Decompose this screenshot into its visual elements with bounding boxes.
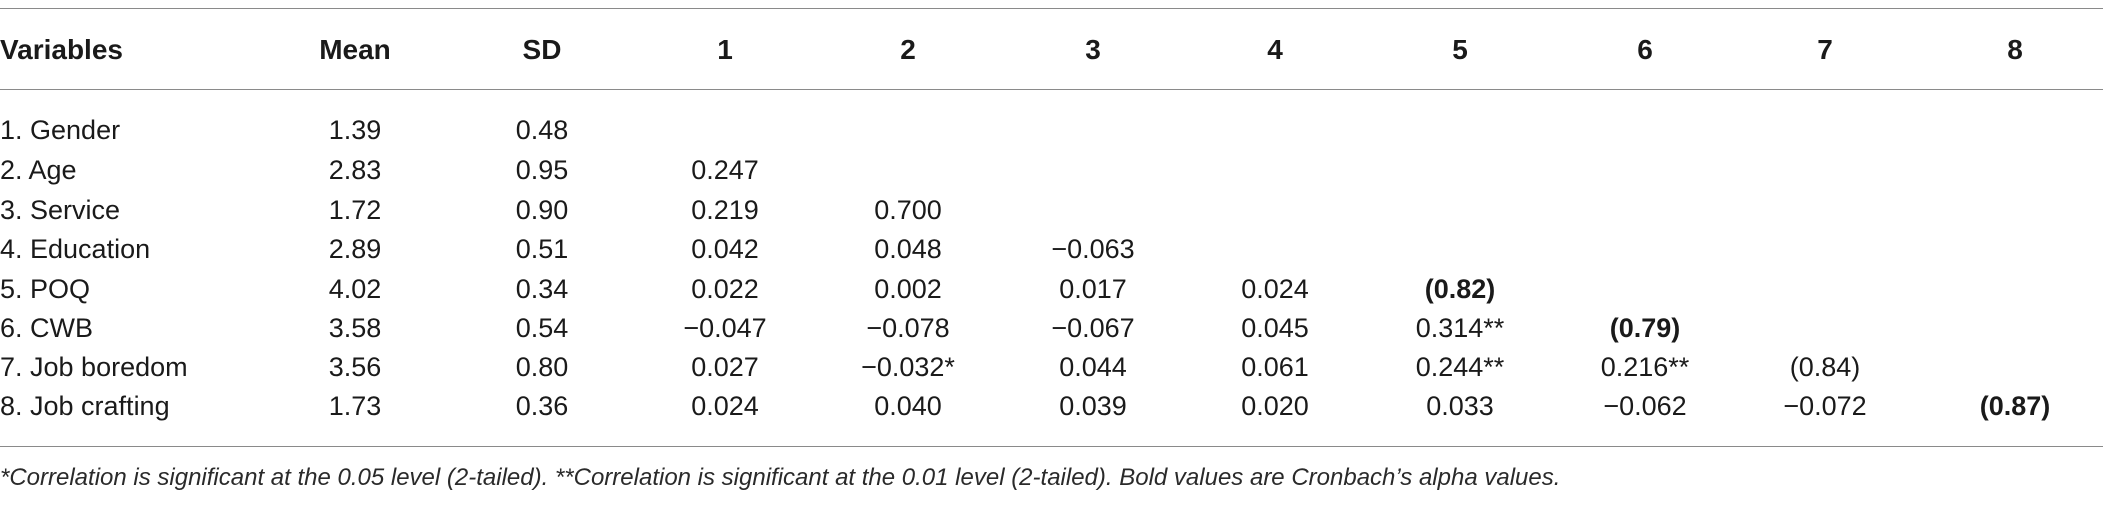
header-col-7: 7	[1817, 34, 1833, 65]
mean-value: 4.02	[328, 274, 382, 304]
variable-name: 8. Job crafting	[0, 391, 170, 421]
correlation-value: −0.072	[1783, 391, 1867, 421]
header-sd: SD	[522, 34, 562, 65]
correlation-value: −0.032*	[861, 352, 955, 382]
sd-value: 0.80	[515, 352, 569, 382]
correlation-value: 0.020	[1241, 391, 1309, 421]
correlation-value: 0.219	[691, 195, 759, 225]
cronbach-alpha-value: (0.87)	[1979, 391, 2051, 421]
correlation-value: −0.047	[683, 313, 767, 343]
mean-value: 2.89	[328, 234, 382, 264]
correlation-value: 0.033	[1426, 391, 1494, 421]
mean-value: 1.73	[328, 391, 382, 421]
cronbach-alpha-value: (0.84)	[1789, 352, 1861, 382]
header-col-5: 5	[1452, 34, 1468, 65]
correlation-value: −0.067	[1051, 313, 1135, 343]
header-col-4: 4	[1267, 34, 1283, 65]
table-header-row: Variables Mean SD 1 2 3 4 5 6 7 8	[0, 30, 2103, 70]
variable-name: 7. Job boredom	[0, 352, 188, 382]
correlation-value: 0.024	[1241, 274, 1309, 304]
correlation-value: −0.078	[866, 313, 950, 343]
correlation-value: 0.002	[874, 274, 942, 304]
header-col-3: 3	[1085, 34, 1101, 65]
table-row: 7. Job boredom 3.56 0.80 0.027 −0.032* 0…	[0, 347, 2103, 387]
mean-value: 1.72	[328, 195, 382, 225]
table-footnote: *Correlation is significant at the 0.05 …	[0, 464, 1561, 491]
correlation-value: 0.024	[691, 391, 759, 421]
correlation-value: 0.061	[1241, 352, 1309, 382]
variable-name: 6. CWB	[0, 313, 94, 343]
sd-value: 0.95	[515, 155, 569, 185]
correlation-value: 0.027	[691, 352, 759, 382]
mean-value: 1.39	[328, 115, 382, 145]
sd-value: 0.51	[515, 234, 569, 264]
header-col-8: 8	[2007, 34, 2023, 65]
correlation-value: 0.048	[874, 234, 942, 264]
sd-value: 0.34	[515, 274, 569, 304]
variable-name: 4. Education	[0, 234, 151, 264]
sd-value: 0.48	[515, 115, 569, 145]
table-row: 4. Education 2.89 0.51 0.042 0.048 −0.06…	[0, 229, 2103, 269]
table-row: 8. Job crafting 1.73 0.36 0.024 0.040 0.…	[0, 386, 2103, 426]
table-bottom-rule	[0, 446, 2103, 447]
header-col-6: 6	[1637, 34, 1653, 65]
sd-value: 0.54	[515, 313, 569, 343]
correlation-value: 0.017	[1059, 274, 1127, 304]
variable-name: 3. Service	[0, 195, 121, 225]
mean-value: 2.83	[328, 155, 382, 185]
table-row: 1. Gender 1.39 0.48	[0, 110, 2103, 150]
table-row: 6. CWB 3.58 0.54 −0.047 −0.078 −0.067 0.…	[0, 308, 2103, 348]
sd-value: 0.90	[515, 195, 569, 225]
correlation-value: 0.700	[874, 195, 942, 225]
header-bottom-rule	[0, 89, 2103, 90]
mean-value: 3.56	[328, 352, 382, 382]
header-col-1: 1	[717, 34, 733, 65]
correlation-value: 0.247	[691, 155, 759, 185]
correlation-value: 0.045	[1241, 313, 1309, 343]
correlation-value: 0.244**	[1415, 352, 1505, 382]
mean-value: 3.58	[328, 313, 382, 343]
header-variables: Variables	[0, 34, 123, 65]
correlation-value: 0.039	[1059, 391, 1127, 421]
sd-value: 0.36	[515, 391, 569, 421]
variable-name: 1. Gender	[0, 115, 121, 145]
variable-name: 5. POQ	[0, 274, 91, 304]
header-col-2: 2	[900, 34, 916, 65]
table-row: 2. Age 2.83 0.95 0.247	[0, 150, 2103, 190]
table-row: 5. POQ 4.02 0.34 0.022 0.002 0.017 0.024…	[0, 269, 2103, 309]
correlation-value: 0.314**	[1415, 313, 1505, 343]
correlation-value: 0.216**	[1600, 352, 1690, 382]
correlation-value: 0.042	[691, 234, 759, 264]
cronbach-alpha-value: (0.82)	[1424, 274, 1496, 304]
correlation-value: −0.062	[1603, 391, 1687, 421]
correlation-value: 0.040	[874, 391, 942, 421]
correlation-value: 0.022	[691, 274, 759, 304]
cronbach-alpha-value: (0.79)	[1609, 313, 1681, 343]
variable-name: 2. Age	[0, 155, 77, 185]
correlation-value: −0.063	[1051, 234, 1135, 264]
table-row: 3. Service 1.72 0.90 0.219 0.700	[0, 190, 2103, 230]
table-top-rule	[0, 8, 2103, 9]
header-mean: Mean	[319, 34, 391, 65]
correlation-value: 0.044	[1059, 352, 1127, 382]
